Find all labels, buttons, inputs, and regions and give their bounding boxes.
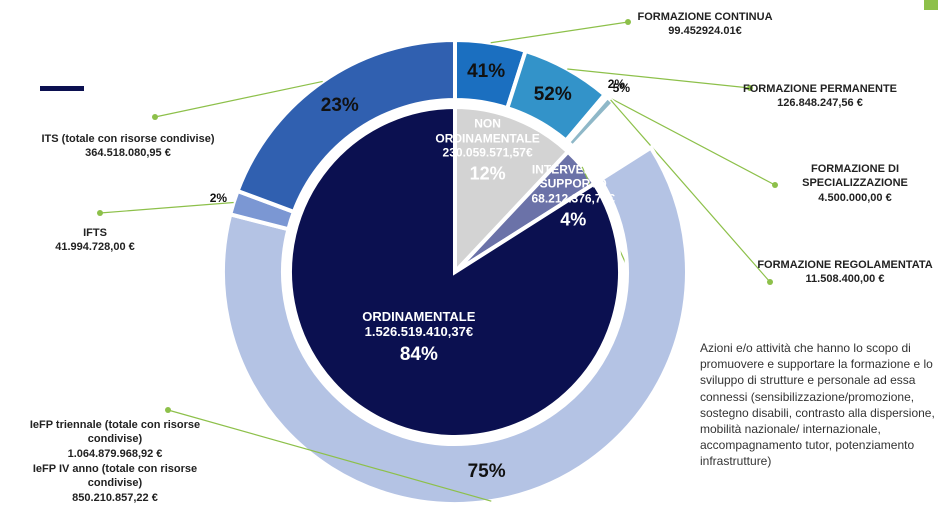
callout-label: FORMAZIONE PERMANENTE 126.848.247,56 €: [725, 82, 915, 111]
ring-percent: 2%: [607, 76, 626, 91]
ring-percent: 5%: [612, 81, 630, 96]
callout-name: FORMAZIONE PERMANENTE: [743, 83, 897, 95]
callout-amount: 41.994.728,00 €: [55, 241, 135, 254]
ring-percent: 2%: [209, 190, 228, 205]
pie-slice: [453, 104, 571, 278]
slice-name: ORDINAMENTALE: [362, 308, 476, 324]
callout-name: ITS (totale con risorse condivise): [41, 133, 215, 145]
ring-percent: 52%: [533, 84, 572, 106]
callout-label: IeFP IV anno (totale con risorse condivi…: [20, 462, 210, 505]
callout-line: [567, 68, 751, 89]
callout-line: [167, 409, 492, 502]
callout-name: IFTS: [83, 227, 107, 239]
callout-dot: [97, 210, 103, 216]
ring-percent: 75%: [467, 460, 506, 482]
slice-label: INTERVENTI A SUPPORTO 68.212.376,78€ 4%: [516, 163, 631, 232]
callout-line: [99, 201, 234, 214]
accent-bar: [40, 86, 84, 91]
callout-dot: [625, 19, 631, 25]
callout-name: FORMAZIONE REGOLAMENTATA: [757, 259, 933, 271]
callout-name: FORMAZIONE DI SPECIALIZZAZIONE: [802, 163, 908, 190]
ring-percent: 41%: [467, 61, 506, 83]
callout-label: FORMAZIONE DI SPECIALIZZAZIONE 4.500.000,…: [760, 162, 938, 205]
slice-note: Azioni e/o attività che hanno lo scopo d…: [700, 341, 935, 469]
ring-slice: [565, 94, 617, 150]
callout-dot: [767, 279, 773, 285]
ring-slice: [221, 144, 689, 506]
callout-dot: [772, 182, 778, 188]
callout-amount: 126.848.247,56 €: [777, 97, 863, 110]
slice-label: ORDINAMENTALE 1.526.519.410,37€ 84%: [329, 309, 509, 367]
slice-percent: 12%: [469, 164, 506, 185]
callout-line: [154, 80, 323, 118]
callout-label: ITS (totale con risorse condivise) 364.51…: [33, 132, 223, 161]
callout-dot: [152, 114, 158, 120]
callout-label: IeFP triennale (totale con risorse condi…: [20, 418, 210, 461]
callout-line: [605, 95, 776, 186]
callout-line: [610, 99, 771, 283]
ring-percent: 23%: [320, 95, 359, 117]
slice-percent: 4%: [560, 209, 587, 230]
callout-dot: [747, 85, 753, 91]
slice-percent: 84%: [399, 343, 438, 365]
slice-name: NON ORDINAMENTALE: [435, 116, 540, 146]
callout-name: FORMAZIONE CONTINUA: [637, 11, 773, 23]
slice-label: NON ORDINAMENTALE 230.059.571,57€ 12%: [423, 117, 553, 186]
corner-mark: [924, 0, 938, 10]
callout-amount: 4.500.000,00 €: [818, 191, 892, 204]
slice-amount: 68.212.376,78€: [531, 191, 615, 206]
ring-slice: [235, 37, 457, 215]
slice-amount: 1.526.519.410,37€: [364, 324, 474, 340]
callout-amount: 850.210.857,22 €: [72, 491, 158, 504]
pie-slice: [288, 104, 622, 439]
callout-dot: [165, 407, 171, 413]
callout-name: IeFP IV anno (totale con risorse condivi…: [32, 463, 198, 490]
callout-amount: 364.518.080,95 €: [85, 147, 171, 160]
callout-label: FORMAZIONE REGOLAMENTATA 11.508.400,00 €: [750, 258, 938, 287]
slice-name: INTERVENTI A SUPPORTO: [531, 162, 615, 191]
callout-amount: 11.508.400,00 €: [805, 273, 885, 286]
callout-label: FORMAZIONE CONTINUA 99.452924.01€: [610, 10, 800, 39]
callout-amount: 99.452924.01€: [668, 25, 742, 38]
callout-label: IFTS 41.994.728,00 €: [0, 226, 190, 255]
callout-name: IeFP triennale (totale con risorse condi…: [29, 419, 201, 446]
callout-amount: 1.064.879.968,92 €: [67, 447, 163, 460]
callout-line: [490, 21, 629, 44]
slice-amount: 230.059.571,57€: [442, 145, 533, 160]
